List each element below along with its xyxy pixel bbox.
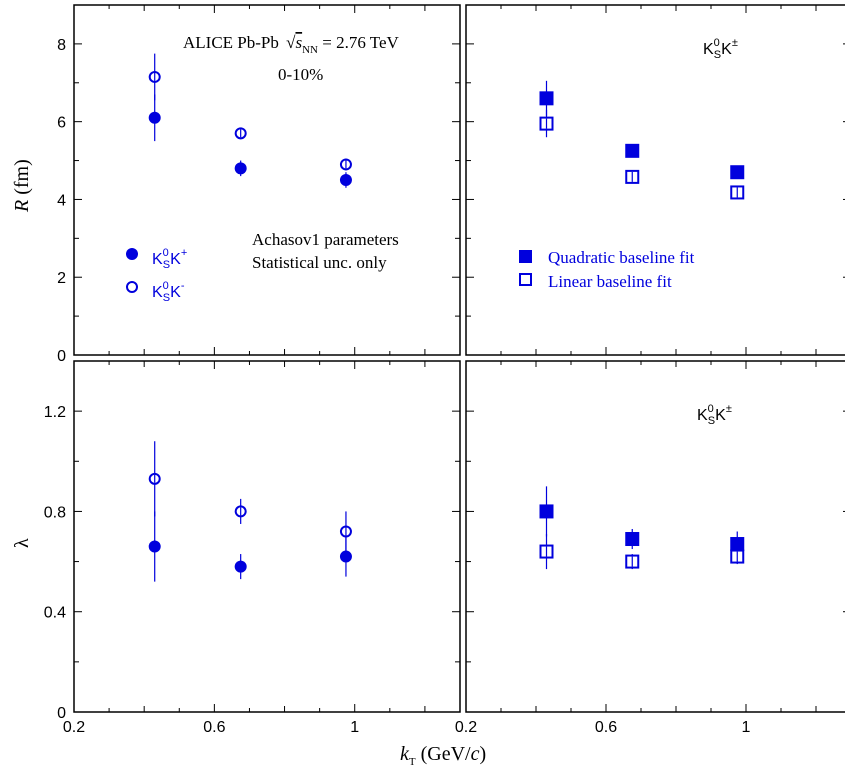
panel-bottom-right-frame: [465, 360, 845, 713]
particle-label-bottom-right: K0 SK±: [697, 403, 732, 427]
y-tick-label: 2: [57, 270, 66, 287]
x-tick-label: 0.6: [203, 719, 225, 736]
panel-top-left-frame: [73, 4, 461, 356]
data-point: [539, 504, 554, 519]
y-tick-label: 4: [57, 192, 66, 209]
y-tick-label: 0.8: [44, 504, 66, 521]
panel-top-right-frame: [465, 4, 845, 356]
sqrt-s: s: [295, 33, 302, 52]
x-axis-label: kT (GeV/c): [400, 743, 486, 768]
y-axis-label-r: R (fm): [11, 159, 33, 213]
data-point: [730, 537, 745, 552]
data-point: [339, 550, 352, 563]
legend-top-right: Quadratic baseline fit Linear baseline f…: [519, 248, 695, 291]
data-point: [625, 143, 640, 158]
x-axis-label-symbol: k: [400, 743, 410, 765]
x-tick-label: 1: [742, 719, 751, 736]
data-point: [625, 532, 640, 547]
params-annotation-line2: Statistical unc. only: [252, 253, 387, 272]
legend-label-quadratic: Quadratic baseline fit: [548, 248, 695, 267]
x-tick-label: 0.2: [63, 719, 85, 736]
y-axis-label-r-unit: (fm): [11, 159, 33, 200]
legend-marker-open-square: [519, 273, 532, 286]
params-annotation-line1: Achasov1 parameters: [252, 230, 399, 249]
x-axis-label-unit: (GeV/: [416, 743, 471, 765]
y-tick-label: 6: [57, 115, 66, 132]
x-tick-label: 0.6: [595, 719, 617, 736]
y-tick-label: 1.2: [44, 404, 66, 421]
legend-marker-filled-square: [519, 250, 532, 263]
data-point: [539, 91, 554, 106]
sqrt-symbol: √: [286, 33, 296, 52]
y-tick-label: 0: [57, 348, 66, 365]
data-point: [730, 165, 745, 180]
experiment-title: ALICE Pb-Pb: [183, 33, 279, 52]
data-point: [148, 540, 161, 553]
y-axis-label-r-symbol: R: [11, 200, 33, 213]
centrality-annotation: 0-10%: [278, 65, 323, 84]
experiment-annotation: ALICE Pb-Pb √sNN = 2.76 TeV: [183, 33, 400, 56]
data-point: [234, 560, 247, 573]
y-tick-label: 0.4: [44, 605, 66, 622]
x-axis-label-sub: T: [409, 756, 416, 768]
y-tick-label: 0: [57, 705, 66, 722]
legend-label-linear: Linear baseline fit: [548, 272, 672, 291]
data-point: [148, 111, 161, 124]
legend-label-k0sk-minus: K0 SK-: [152, 280, 185, 304]
legend-label-k0sk-plus: K0 SK+: [152, 247, 187, 271]
x-axis-label-c: c: [471, 743, 480, 765]
panel-bottom-left-frame: [73, 360, 461, 713]
data-point: [234, 162, 247, 175]
x-tick-label: 1: [350, 719, 359, 736]
y-tick-label: 8: [57, 37, 66, 54]
axis-ticks: [73, 4, 845, 713]
x-axis-label-close: ): [480, 743, 487, 765]
x-tick-label: 0.2: [455, 719, 477, 736]
energy-value: = 2.76 TeV: [318, 33, 400, 52]
legend-marker-filled-circle: [126, 248, 138, 260]
y-axis-label-lambda: λ: [11, 538, 33, 548]
sqrt-sub: NN: [302, 44, 318, 56]
legend-marker-open-circle: [126, 281, 138, 293]
data-point: [339, 174, 352, 186]
tick-labels: 0 2 4 6 8 0 0.4 0.8 1.2 0.2 0.6 1 0.2 0.6 1: [44, 37, 751, 736]
data-marks: [148, 53, 745, 582]
legend-top-left: K0 SK+ K0 SK-: [126, 247, 187, 304]
particle-label-top-right: K0 SK±: [703, 37, 738, 61]
